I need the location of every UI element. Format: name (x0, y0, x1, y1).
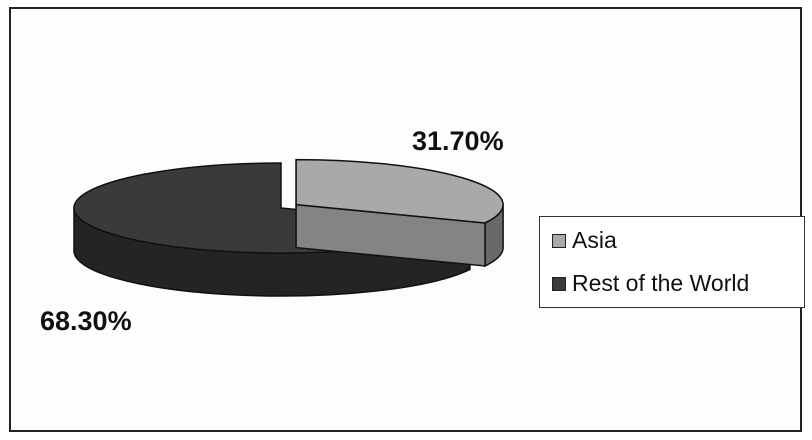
legend-label-rest-of-world: Rest of the World (572, 270, 750, 296)
legend-swatch-asia (552, 233, 566, 248)
pie-slice-top (295, 158, 504, 224)
pie-slice-asia (295, 158, 504, 268)
data-label-rest-of-world: 68.30% (40, 306, 132, 336)
chart-frame: 31.70% 68.30% Asia Rest of the World (9, 7, 805, 432)
data-label-asia: 31.70% (412, 126, 504, 156)
legend: Asia Rest of the World (539, 216, 805, 308)
legend-label-asia: Asia (572, 227, 617, 253)
legend-item-rest-of-world: Rest of the World (552, 270, 749, 297)
legend-swatch-rest-of-world (552, 276, 566, 291)
pie-chart (73, 158, 504, 297)
legend-item-asia: Asia (552, 227, 617, 254)
